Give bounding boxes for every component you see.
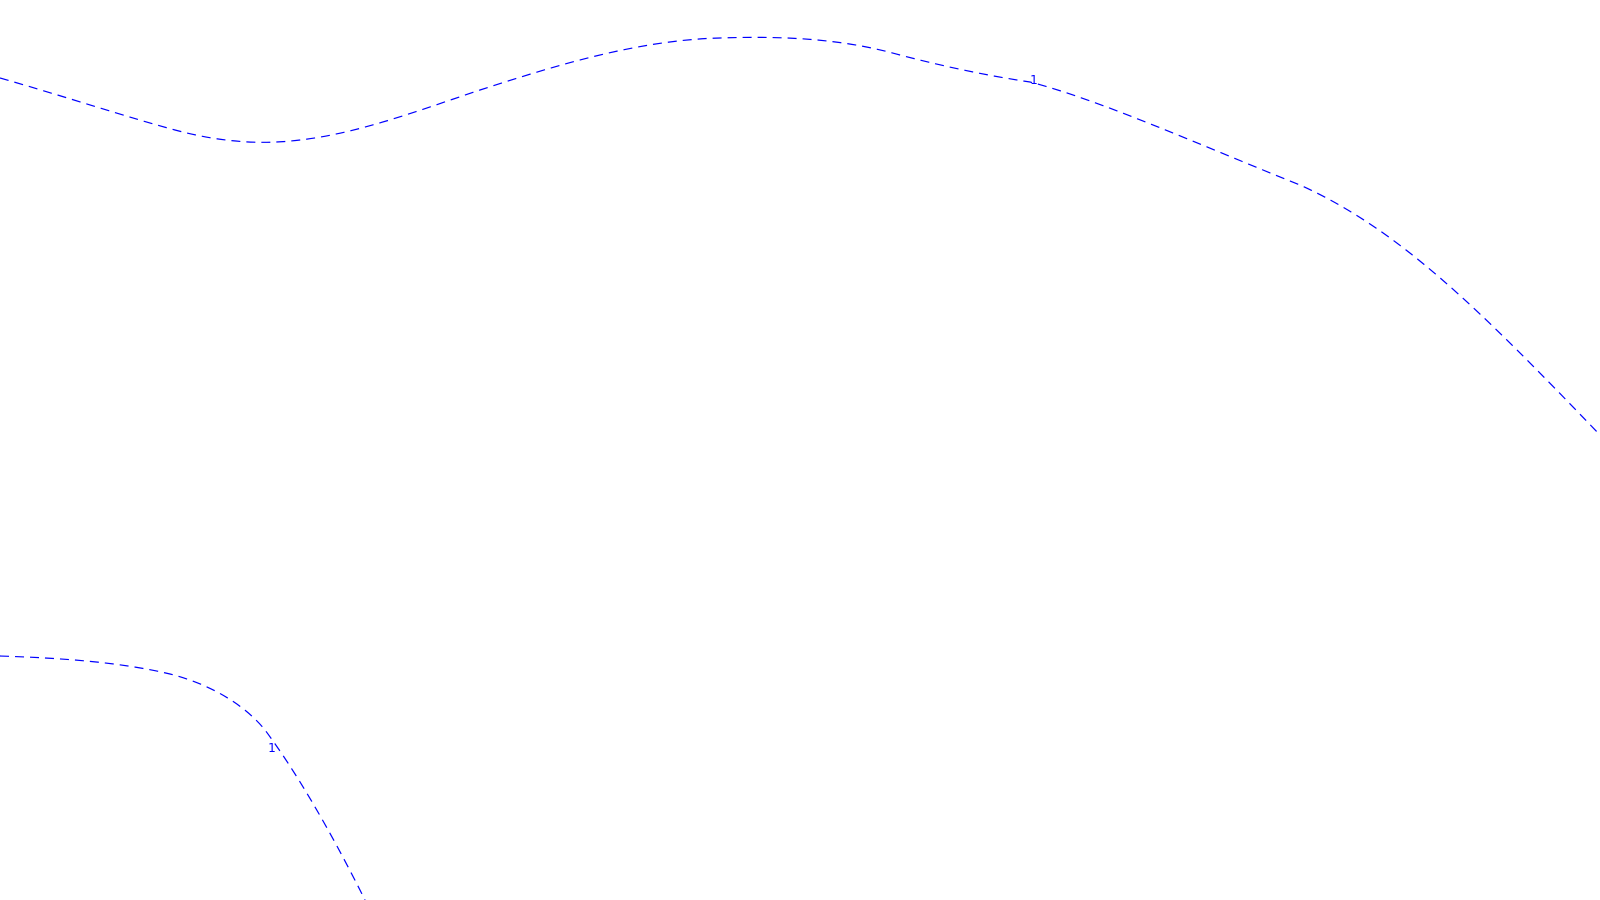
contour-label-top: 1 <box>1030 73 1038 87</box>
contour-top: 1 <box>0 36 1600 436</box>
contour-label-bottom: 1 <box>268 741 276 755</box>
contour-line-bottom <box>0 655 366 900</box>
contour-bottom: 1 <box>0 655 366 900</box>
contour-line-top <box>0 36 1600 436</box>
